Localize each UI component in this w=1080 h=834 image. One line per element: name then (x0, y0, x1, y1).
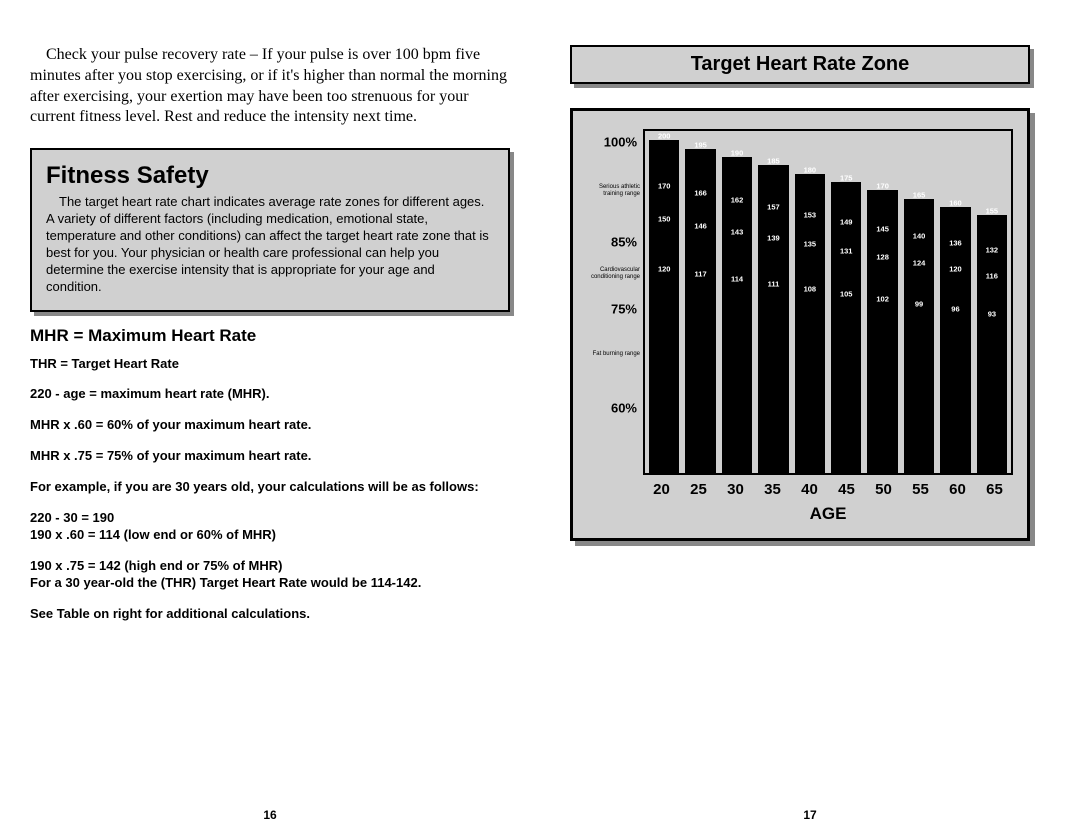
x-axis-label: AGE (643, 504, 1013, 524)
chart-bars-area: 200 170 150 120 195 166 146 117 190 162 143 114 185 1… (643, 129, 1013, 475)
mhr-heading: MHR = Maximum Heart Rate (30, 326, 510, 346)
chart-bar: 195166146117 (685, 149, 715, 473)
formula-line: For example, if you are 30 years old, yo… (30, 479, 510, 496)
formula-line: MHR x .75 = 75% of your maximum heart ra… (30, 448, 510, 465)
bar-value-label: 170 (649, 182, 679, 191)
bar-value-label: 146 (685, 221, 715, 230)
x-axis-ticks: 20253035404550556065 (643, 481, 1013, 498)
bar-value-label: 132 (977, 245, 1007, 254)
bar-value-label: 143 (722, 227, 752, 236)
bar-value-label: 160 (940, 198, 970, 207)
bar-value-label: 149 (831, 217, 861, 226)
bar-value-label: 116 (977, 271, 1007, 280)
y-tick: 60% (611, 401, 637, 416)
page-number-right: 17 (540, 808, 1080, 822)
y-tick: 75% (611, 301, 637, 316)
bar-value-label: 170 (867, 182, 897, 191)
bar-value-label: 120 (940, 265, 970, 274)
bar-value-label: 166 (685, 189, 715, 198)
bar-value-label: 175 (831, 173, 861, 182)
formula-line: 220 - age = maximum heart rate (MHR). (30, 386, 510, 403)
x-tick: 55 (902, 481, 939, 498)
bar-value-label: 180 (795, 165, 825, 174)
x-tick: 30 (717, 481, 754, 498)
bar-value-label: 124 (904, 259, 934, 268)
bar-value-label: 165 (904, 190, 934, 199)
bar-value-label: 145 (867, 224, 897, 233)
bar-value-label: 140 (904, 231, 934, 240)
x-tick: 65 (976, 481, 1013, 498)
x-tick: 40 (791, 481, 828, 498)
bar-value-label: 99 (904, 300, 934, 309)
bar-value-label: 139 (758, 234, 788, 243)
formula-line: 190 x .60 = 114 (low end or 60% of MHR) (30, 527, 510, 544)
bar-value-label: 108 (795, 285, 825, 294)
zone-label: Serious athletic training range (590, 184, 640, 197)
chart-bar: 16514012499 (904, 199, 934, 473)
bar-value-label: 200 (649, 132, 679, 141)
x-tick: 25 (680, 481, 717, 498)
formula-line: MHR x .60 = 60% of your maximum heart ra… (30, 417, 510, 434)
bar-value-label: 96 (940, 305, 970, 314)
bar-value-label: 157 (758, 203, 788, 212)
bar-value-label: 93 (977, 310, 1007, 319)
bar-value-label: 105 (831, 290, 861, 299)
formula-line: THR = Target Heart Rate (30, 356, 510, 373)
bar-value-label: 185 (758, 157, 788, 166)
x-tick: 35 (754, 481, 791, 498)
page-number-left: 16 (0, 808, 540, 822)
fitness-safety-text: The target heart rate chart indicates av… (46, 194, 494, 295)
bar-value-label: 153 (795, 210, 825, 219)
chart-bar: 170145128102 (867, 190, 897, 473)
y-tick: 85% (611, 235, 637, 250)
bar-value-label: 155 (977, 207, 1007, 216)
bar-value-label: 150 (649, 215, 679, 224)
intro-paragraph: Check your pulse recovery rate – If your… (30, 45, 510, 128)
bar-value-label: 128 (867, 252, 897, 261)
y-axis-labels: 100% 85% 75% 60% Serious athletic training r… (587, 129, 643, 475)
bar-value-label: 131 (831, 246, 861, 255)
bar-value-label: 102 (867, 295, 897, 304)
chart-bar: 175149131105 (831, 182, 861, 473)
bar-value-label: 120 (649, 265, 679, 274)
chart-bar: 15513211693 (977, 215, 1007, 473)
left-page: Check your pulse recovery rate – If your… (0, 0, 540, 834)
chart-bar: 180153135108 (795, 174, 825, 473)
formula-line: See Table on right for additional calcul… (30, 606, 510, 623)
x-tick: 50 (865, 481, 902, 498)
fitness-safety-title: Fitness Safety (46, 162, 494, 190)
x-tick: 60 (939, 481, 976, 498)
zone-label: Fat burning range (590, 351, 640, 358)
chart-bar: 16013612096 (940, 207, 970, 473)
x-tick: 45 (828, 481, 865, 498)
right-page: Target Heart Rate Zone 100% 85% 75% 60% Seri… (540, 0, 1080, 834)
bar-value-label: 135 (795, 240, 825, 249)
chart-bar: 190162143114 (722, 157, 752, 473)
fitness-safety-box: Fitness Safety The target heart rate cha… (30, 148, 510, 311)
bar-value-label: 117 (685, 270, 715, 279)
formula-lines: THR = Target Heart Rate 220 - age = maxi… (30, 356, 510, 623)
y-tick: 100% (604, 135, 637, 150)
bar-value-label: 136 (940, 238, 970, 247)
chart-bar: 200170150120 (649, 140, 679, 473)
formula-line: 220 - 30 = 190 (30, 510, 510, 527)
bar-value-label: 190 (722, 148, 752, 157)
formula-line: 190 x .75 = 142 (high end or 75% of MHR) (30, 558, 510, 575)
x-tick: 20 (643, 481, 680, 498)
chart-bar: 185157139111 (758, 165, 788, 473)
bar-value-label: 162 (722, 196, 752, 205)
bar-value-label: 195 (685, 140, 715, 149)
heart-rate-chart: 100% 85% 75% 60% Serious athletic training r… (570, 108, 1030, 541)
chart-title-bar: Target Heart Rate Zone (570, 45, 1030, 84)
zone-label: Cardiovascular conditioning range (590, 267, 640, 280)
formula-line: For a 30 year-old the (THR) Target Heart… (30, 575, 510, 592)
bar-value-label: 114 (722, 275, 752, 284)
bar-value-label: 111 (758, 280, 788, 289)
